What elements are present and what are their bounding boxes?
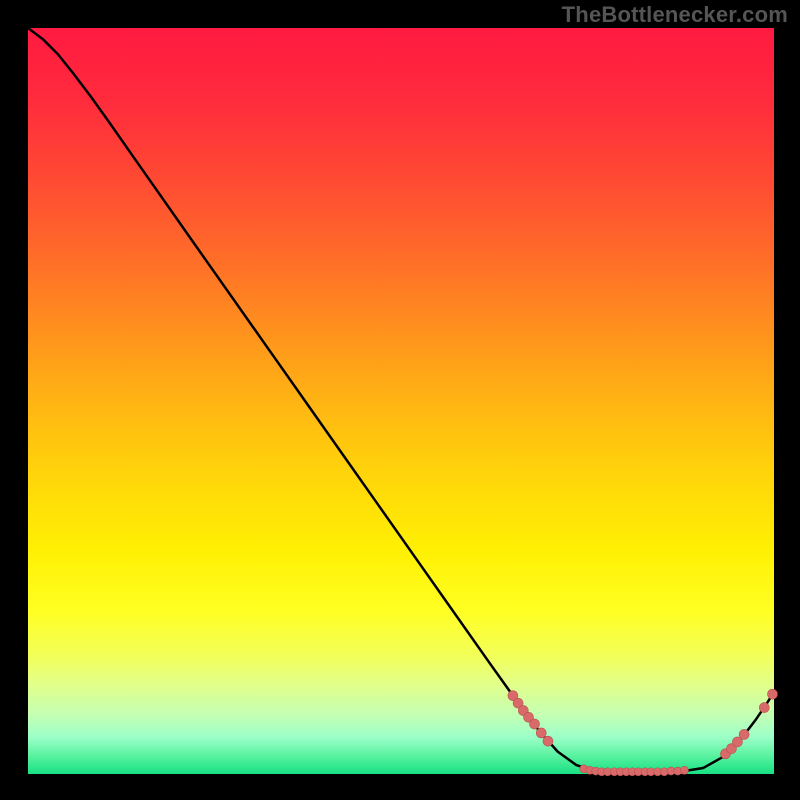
curve-marker — [543, 736, 553, 746]
curve-marker — [768, 689, 778, 699]
curve-marker — [759, 703, 769, 713]
curve-marker — [739, 729, 749, 739]
plot-background — [28, 28, 774, 774]
curve-marker — [536, 728, 546, 738]
curve-marker — [680, 766, 688, 774]
curve-marker — [530, 719, 540, 729]
bottleneck-curve-chart — [0, 0, 800, 800]
chart-frame: TheBottlenecker.com — [0, 0, 800, 800]
